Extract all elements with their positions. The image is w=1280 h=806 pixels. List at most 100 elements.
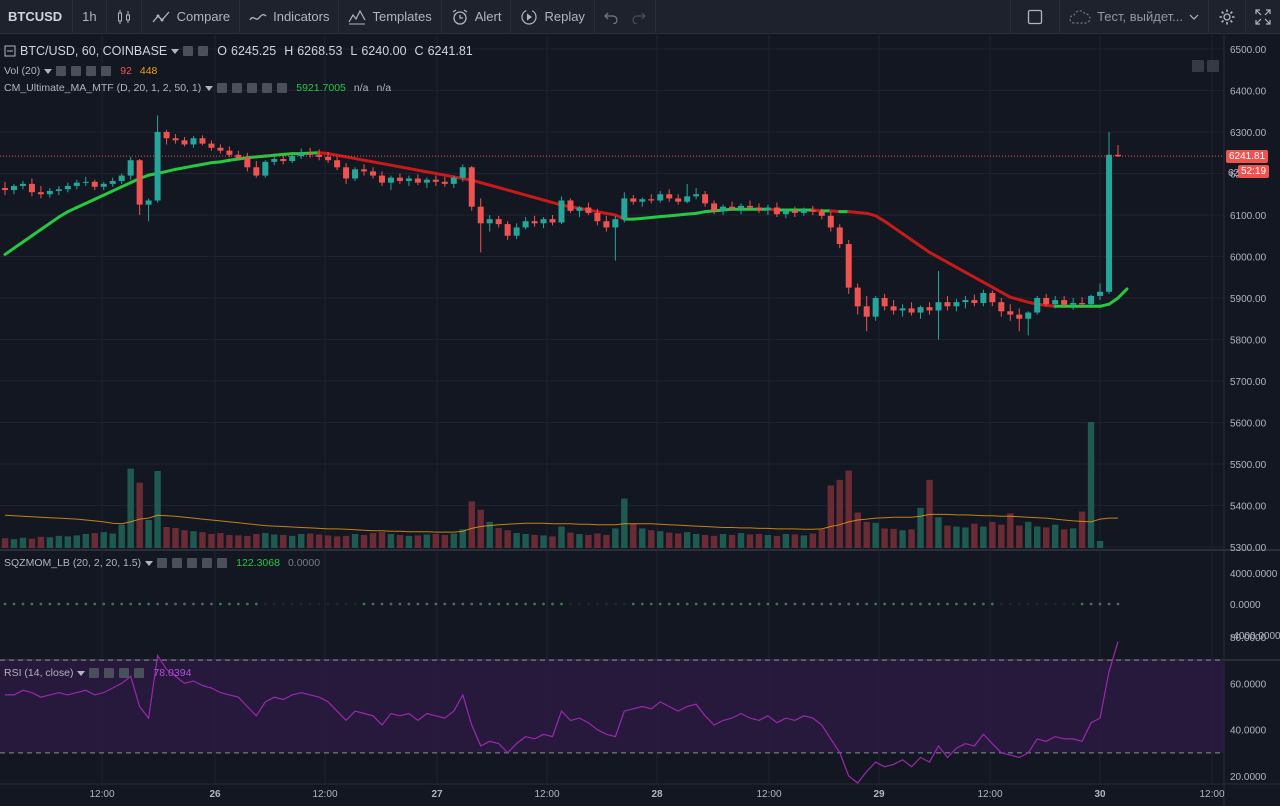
alarm-clock-icon <box>452 8 468 25</box>
ma-segment <box>479 181 492 187</box>
candle <box>172 134 179 144</box>
caret-down-icon[interactable] <box>205 84 214 92</box>
settings-icon[interactable] <box>198 46 209 56</box>
sqz-dot <box>156 602 159 606</box>
volume-bar <box>396 534 404 548</box>
chevron-down-icon <box>1189 14 1199 20</box>
candle-body <box>666 194 673 199</box>
add-icon[interactable] <box>262 83 273 93</box>
volume-bar <box>666 532 673 548</box>
settings-button[interactable] <box>1209 0 1246 34</box>
undo-icon[interactable] <box>604 10 618 24</box>
eye-icon[interactable] <box>157 558 168 568</box>
candle <box>298 148 305 159</box>
candle-body <box>289 156 296 162</box>
expand-button[interactable] <box>1246 0 1280 34</box>
symbol-search[interactable]: BTCUSD <box>0 0 74 34</box>
sqz-dot <box>201 602 204 606</box>
caret-down-icon[interactable] <box>77 669 86 677</box>
candle-body <box>2 188 8 191</box>
add-icon[interactable] <box>119 668 130 678</box>
candle <box>782 208 789 219</box>
price-tick-label: 5700.00 <box>1230 377 1267 388</box>
caret-down-icon[interactable] <box>171 47 180 55</box>
sqz-dot <box>622 602 626 606</box>
candle-body <box>675 198 682 202</box>
chart-canvas[interactable]: 6500.006400.006300.006200.006100.006000.… <box>0 34 1280 806</box>
rsi-title[interactable]: RSI (14, close) <box>4 667 74 679</box>
close-icon[interactable] <box>217 558 228 568</box>
ma-segment <box>1044 303 1057 308</box>
ma-title[interactable]: CM_Ultimate_MA_MTF (D, 20, 1, 2, 50, 1) <box>4 82 202 94</box>
eye-icon[interactable] <box>183 46 194 56</box>
scroll-down-icon[interactable] <box>1207 60 1219 72</box>
sqz-dot <box>1062 602 1066 606</box>
caret-down-icon[interactable] <box>145 559 154 567</box>
volume-bar <box>324 535 332 548</box>
candle-body <box>764 207 771 211</box>
ma-segment <box>75 201 88 210</box>
source-icon[interactable] <box>247 83 258 93</box>
interval-selector[interactable]: 1h <box>73 0 107 34</box>
sqz-tick-label: 0.0000 <box>1230 600 1261 611</box>
eye-icon[interactable] <box>56 66 67 76</box>
candle-body <box>872 298 879 317</box>
add-icon[interactable] <box>202 558 213 568</box>
candle-body <box>1070 302 1077 305</box>
volume-bar <box>109 533 116 548</box>
settings-icon[interactable] <box>104 668 115 678</box>
sqz-value-2: 0.0000 <box>287 557 321 569</box>
volume-bar <box>773 535 781 548</box>
eye-icon[interactable] <box>217 83 228 93</box>
settings-icon[interactable] <box>71 66 82 76</box>
volume-bar <box>1034 526 1041 548</box>
close-icon[interactable] <box>101 66 112 76</box>
candle <box>387 175 394 191</box>
ma-segment <box>667 213 680 218</box>
volume-bar <box>253 534 260 548</box>
compare-label: Compare <box>176 9 231 24</box>
replay-button[interactable]: Replay <box>511 0 595 34</box>
candle-body <box>567 200 574 211</box>
cloud-save-button[interactable]: Тест, выйдет... <box>1060 0 1209 34</box>
source-icon[interactable] <box>187 558 198 568</box>
volume-bar <box>890 528 897 548</box>
sqz-legend: SQZMOM_LB (20, 2, 20, 1.5) 122.3068 0.00… <box>4 557 320 569</box>
compare-button[interactable]: Compare <box>142 0 241 34</box>
candle-body <box>343 167 350 179</box>
redo-icon[interactable] <box>632 10 646 24</box>
candle-body <box>522 221 529 228</box>
candle-body <box>1115 154 1121 157</box>
sqz-dot <box>946 602 949 606</box>
collapse-icon[interactable] <box>4 45 16 57</box>
settings-icon[interactable] <box>172 558 183 568</box>
alert-button[interactable]: Alert <box>442 0 512 34</box>
settings-icon[interactable] <box>232 83 243 93</box>
candle-body <box>1106 154 1113 292</box>
volume-bar <box>827 485 834 548</box>
vol-title[interactable]: Vol (20) <box>4 65 41 77</box>
volume-bar <box>1051 524 1059 548</box>
chart-style-button[interactable] <box>107 0 142 34</box>
volume-bar <box>1096 541 1104 548</box>
candle-body <box>782 210 789 215</box>
volume-bar <box>998 524 1005 548</box>
candle-body <box>854 287 861 307</box>
close-icon[interactable] <box>277 83 288 93</box>
fullscreen-chart-button[interactable] <box>1010 0 1061 34</box>
templates-button[interactable]: Templates <box>339 0 442 34</box>
candle <box>773 202 780 218</box>
sqz-title[interactable]: SQZMOM_LB (20, 2, 20, 1.5) <box>4 557 142 569</box>
caret-down-icon[interactable] <box>44 67 53 75</box>
volume-bar <box>540 535 547 548</box>
volume-bar <box>657 531 664 548</box>
add-icon[interactable] <box>86 66 97 76</box>
volume-bar <box>800 535 808 548</box>
eye-icon[interactable] <box>89 668 100 678</box>
scroll-down-icon[interactable] <box>1192 60 1204 72</box>
indicators-button[interactable]: Indicators <box>240 0 340 34</box>
sqz-dot <box>972 602 976 606</box>
symbol-title[interactable]: BTC/USD, 60, COINBASE <box>20 44 168 58</box>
ma-segment <box>640 215 653 220</box>
close-icon[interactable] <box>134 668 145 678</box>
